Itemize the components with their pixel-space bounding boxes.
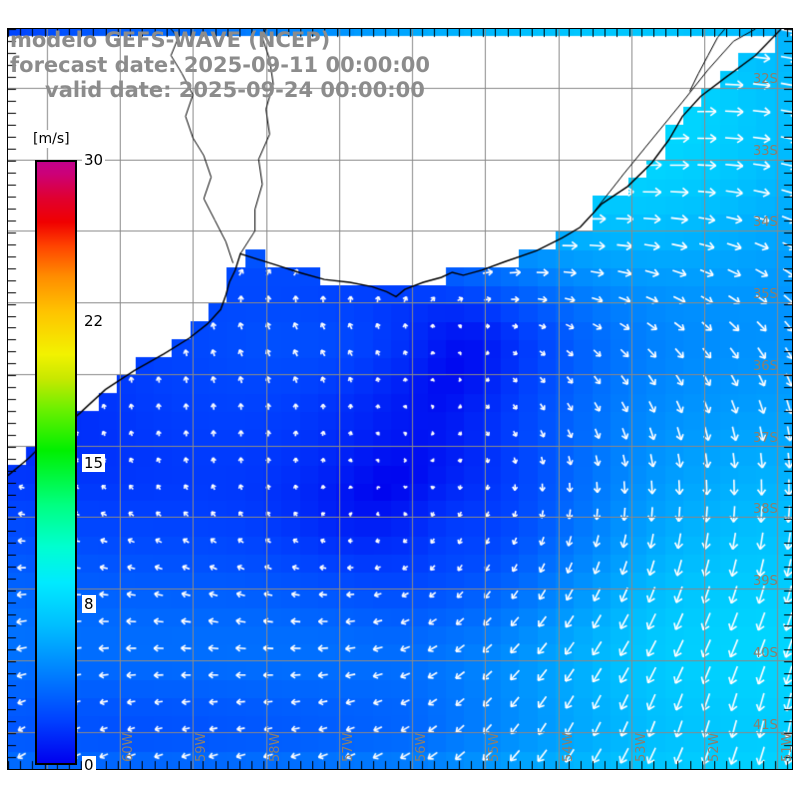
lat-label-33S: 33S [753,143,778,159]
wind-speed-heatmap-canvas [8,29,792,769]
lon-label-60W: 60W [121,732,137,762]
map-plot-frame [7,28,793,770]
lon-label-52W: 52W [707,732,723,762]
lon-label-51W: 51W [780,732,796,762]
lat-label-37S: 37S [753,430,778,446]
colorbar-tick-8: 8 [82,594,96,613]
lat-label-35S: 35S [753,287,778,303]
lon-label-54W: 54W [560,732,576,762]
lon-label-59W: 59W [194,732,210,762]
lat-label-40S: 40S [753,645,778,661]
lon-label-56W: 56W [414,732,430,762]
lat-label-36S: 36S [753,358,778,374]
colorbar-tick-30: 30 [82,151,106,169]
colorbar-gradient [35,160,77,765]
colorbar-tick-15: 15 [82,453,106,472]
colorbar-tick-0: 0 [82,756,96,774]
lon-label-53W: 53W [633,732,649,762]
colorbar-units-label: [m/s] [30,130,73,148]
lon-label-58W: 58W [267,732,283,762]
colorbar-tick-22: 22 [82,312,106,331]
lon-label-57W: 57W [340,732,356,762]
lat-label-34S: 34S [753,215,778,231]
lat-label-41S: 41S [753,717,778,733]
lat-label-38S: 38S [753,502,778,518]
lat-label-39S: 39S [753,574,778,590]
lon-label-55W: 55W [487,732,503,762]
lat-label-32S: 32S [753,71,778,87]
